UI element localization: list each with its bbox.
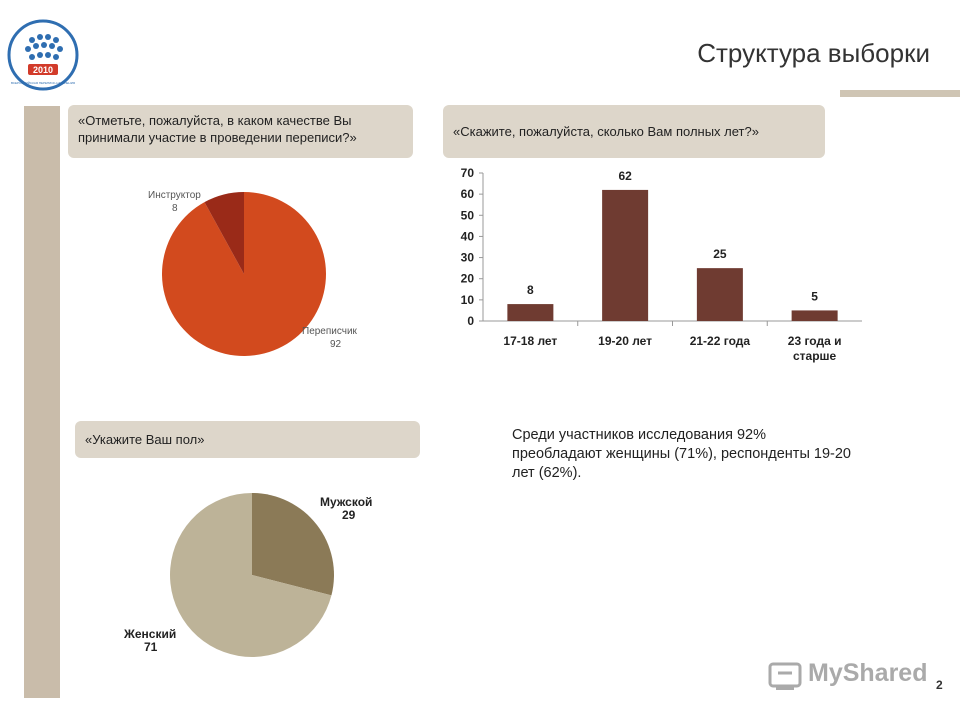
age-y-tick-label: 20 — [461, 272, 475, 286]
age-bar-value: 25 — [713, 247, 727, 261]
age-y-tick-label: 10 — [461, 293, 475, 307]
watermark-logo-icon — [768, 662, 802, 690]
page-number: 2 — [936, 678, 943, 692]
role-pie-chart: Инструктор 8 Переписчик 92 — [148, 190, 358, 356]
role-pie-value-1: 8 — [172, 203, 178, 214]
question-gender: «Укажите Ваш пол» — [75, 421, 420, 458]
role-pie-slice-1 — [204, 192, 244, 274]
gender-pie-value-0: 29 — [342, 508, 356, 522]
age-bar — [791, 310, 838, 321]
age-y-tick-label: 60 — [461, 187, 475, 201]
role-pie-value-0: 92 — [330, 339, 342, 350]
age-category-label: 23 года и старше — [788, 334, 842, 363]
title-accent-bar — [840, 90, 960, 97]
age-y-tick-label: 40 — [461, 229, 475, 243]
age-bar-chart: 0 10 20 30 40 50 60 70 8 17-18 лет 62 19-20 лет 25 21… — [461, 166, 862, 363]
gender-pie-value-1: 71 — [144, 640, 158, 654]
age-y-tick-label: 70 — [461, 166, 475, 180]
age-bar-value: 5 — [811, 289, 818, 303]
question-role: «Отметьте, пожалуйста, в каком качестве … — [68, 105, 413, 158]
watermark-text: MyShared — [808, 659, 928, 687]
age-category-label: 17-18 лет — [503, 334, 557, 348]
gender-pie-slice-0 — [252, 493, 334, 596]
age-category-label: 21-22 года — [690, 334, 751, 348]
role-pie-label-0: Переписчик — [302, 326, 358, 337]
question-age: «Скажите, пожалуйста, сколько Вам полных… — [443, 105, 825, 158]
age-bar — [602, 189, 649, 321]
gender-pie-slice-1 — [169, 493, 332, 657]
logo-year: 2010 — [33, 65, 53, 75]
age-y-tick-label: 0 — [467, 314, 474, 328]
age-y-tick-label: 50 — [461, 208, 475, 222]
gender-pie-label-1: Женский — [123, 627, 176, 641]
age-y-tick-label: 30 — [461, 251, 475, 265]
role-pie-label-1: Инструктор — [148, 190, 201, 201]
gender-pie-label-0: Мужской — [320, 495, 372, 509]
census-logo: 2010 ВСЕРОССИЙСКАЯ ПЕРЕПИСЬ НАСЕЛЕНИЯ — [7, 19, 79, 91]
left-accent-bar — [24, 106, 60, 698]
age-bar — [696, 268, 743, 321]
logo-caption: ВСЕРОССИЙСКАЯ ПЕРЕПИСЬ НАСЕЛЕНИЯ — [11, 81, 75, 85]
summary-text: Среди участников исследования 92% преобл… — [512, 427, 851, 481]
age-bar — [507, 304, 554, 321]
age-bar-value: 8 — [527, 283, 534, 297]
age-bar-value: 62 — [618, 169, 632, 183]
age-category-label: 19-20 лет — [598, 334, 652, 348]
page-title: Структура выборки — [697, 38, 930, 68]
